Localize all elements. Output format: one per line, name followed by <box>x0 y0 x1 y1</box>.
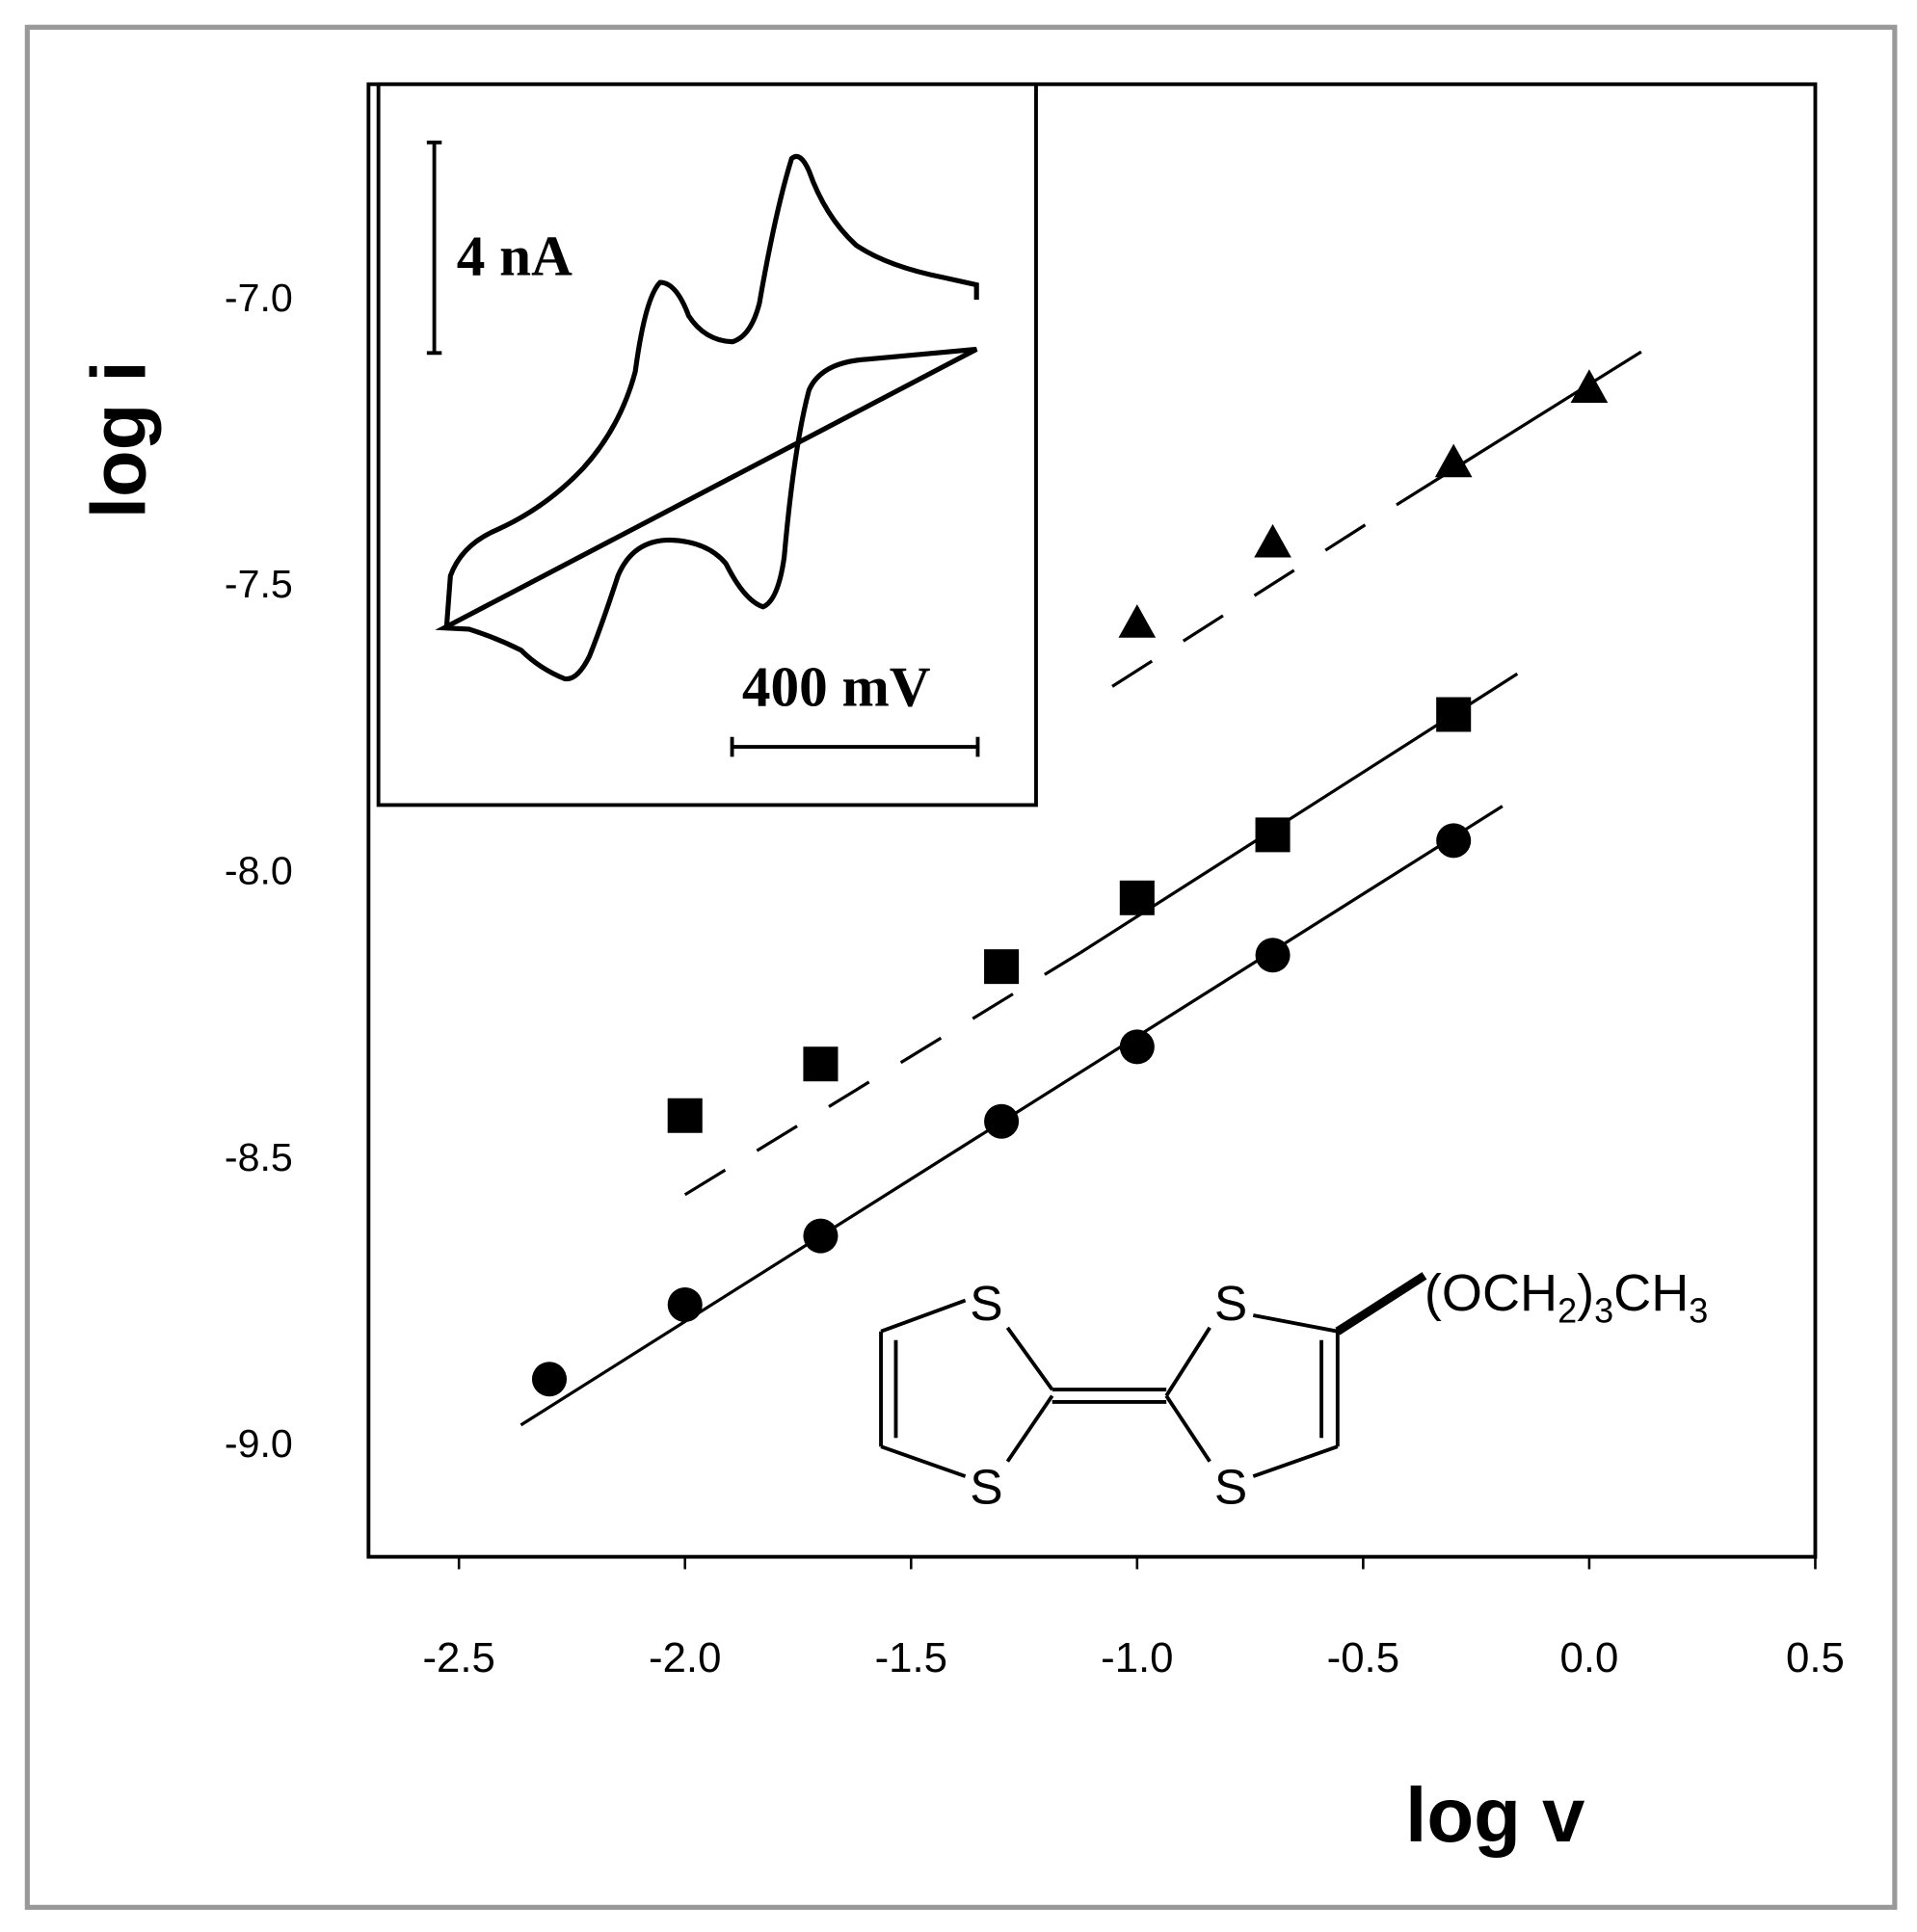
x-tick-label: -0.5 <box>1327 1634 1399 1681</box>
chart: log v log i 4 nA 400 mV S S S S (OCH2)3C… <box>24 24 1898 1910</box>
point <box>1436 697 1472 732</box>
y-axis-title: log i <box>76 360 162 518</box>
point <box>1255 817 1291 853</box>
x-tick-label: -2.0 <box>649 1634 721 1681</box>
point <box>984 1103 1020 1139</box>
data-layer <box>519 350 1642 1427</box>
x-tick-label: 0.5 <box>1786 1634 1845 1681</box>
x-tick-label: -1.0 <box>1101 1634 1173 1681</box>
point <box>667 1098 703 1133</box>
potential-scale-bar <box>730 736 980 757</box>
subscript: 3 <box>1594 1291 1613 1331</box>
text-part: (OCH <box>1424 1264 1558 1322</box>
substituent-label: (OCH2)3CH3 <box>1424 1264 1708 1331</box>
point <box>531 1362 568 1397</box>
point <box>1255 938 1291 973</box>
y-tick-label: -7.5 <box>225 562 293 606</box>
x-axis-title: log v <box>1405 1772 1584 1858</box>
text-part: ) <box>1577 1264 1594 1322</box>
point <box>1434 443 1473 478</box>
subscript: 2 <box>1558 1291 1577 1331</box>
plot-frame <box>366 82 1818 1559</box>
point <box>803 1218 839 1254</box>
y-tick-label: -8.5 <box>225 1135 293 1179</box>
x-tick-label: 0.0 <box>1560 1634 1619 1681</box>
point <box>803 1046 839 1082</box>
text-part: CH <box>1613 1264 1689 1322</box>
atom-label: S <box>1214 1458 1247 1514</box>
point <box>1254 523 1291 558</box>
point <box>667 1286 703 1322</box>
y-tick-label: -7.0 <box>225 276 293 320</box>
point <box>1118 604 1157 638</box>
subscript: 3 <box>1689 1291 1708 1331</box>
point <box>1570 369 1609 403</box>
current-scale-bar <box>426 140 442 356</box>
bonds <box>879 1298 1340 1478</box>
x-tick-label: -2.5 <box>422 1634 494 1681</box>
potential-scale-label: 400 mV <box>742 655 931 719</box>
y-tick-label: -9.0 <box>225 1421 293 1466</box>
current-scale-label: 4 nA <box>457 224 572 287</box>
atom-label: S <box>970 1458 1002 1514</box>
voltammogram <box>435 153 979 682</box>
point <box>984 949 1020 985</box>
inset-frame <box>376 82 1038 807</box>
y-tick-label: -8.0 <box>225 849 293 893</box>
atom-label: S <box>1214 1275 1247 1331</box>
point <box>1119 1029 1155 1065</box>
structure: S S S S (OCH2)3CH3 <box>879 1264 1708 1514</box>
x-tick-label: -1.5 <box>875 1634 947 1681</box>
wedge-bond <box>1335 1272 1427 1336</box>
point <box>1119 880 1155 915</box>
inset: 4 nA 400 mV <box>376 82 1038 807</box>
point <box>1436 823 1472 859</box>
fit-line <box>1111 499 1404 688</box>
atom-label: S <box>970 1275 1002 1331</box>
